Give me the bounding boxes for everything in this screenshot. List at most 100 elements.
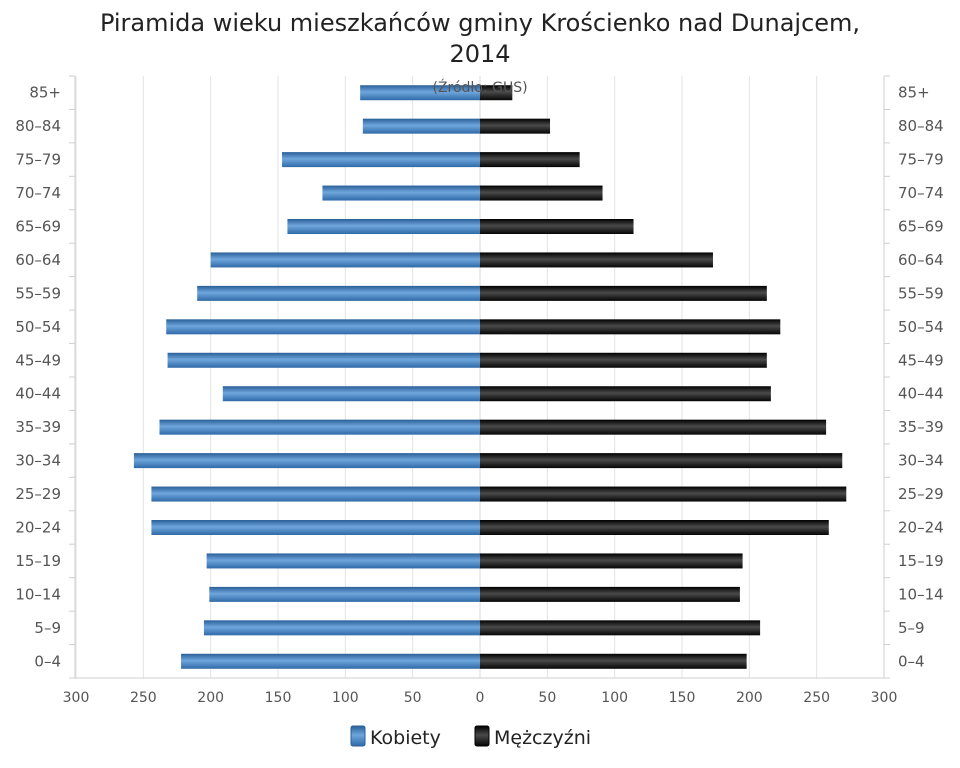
category-label-left: 45–49: [15, 351, 61, 369]
category-label-right: 10–14: [898, 585, 944, 603]
bar-kobiety: [322, 185, 480, 201]
x-tick-label: 250: [803, 690, 830, 706]
category-label-right: 80–84: [898, 117, 944, 135]
bar-kobiety: [206, 553, 481, 569]
category-label-left: 30–34: [15, 452, 61, 470]
category-label-right: 60–64: [898, 251, 944, 269]
category-label-right: 35–39: [898, 418, 944, 436]
bar-kobiety: [151, 520, 480, 535]
chart-subtitle: (Źródło: GUS): [432, 78, 527, 96]
category-label-right: 70–74: [898, 184, 944, 202]
x-tick-label: 150: [669, 690, 696, 706]
x-axis-tick-labels: 300 250 200 150 100 50 0 50 100 150 200 250 300: [63, 690, 898, 706]
bar-mezczyzni: [480, 520, 829, 535]
category-label-right: 45–49: [898, 351, 944, 369]
x-tick-label: 300: [63, 690, 90, 706]
category-label-left: 50–54: [15, 318, 61, 336]
bar-kobiety: [210, 252, 480, 268]
bar-kobiety: [287, 219, 480, 234]
bar-mezczyzni: [480, 118, 551, 134]
category-label-left: 35–39: [15, 418, 61, 436]
bar-kobiety: [360, 85, 480, 101]
legend-label-mezczyzni: Mężczyźni: [494, 727, 591, 749]
category-label-right: 55–59: [898, 284, 944, 302]
bar-mezczyzni: [480, 152, 580, 168]
category-label-right: 30–34: [898, 452, 944, 470]
category-label-left: 70–74: [15, 184, 61, 202]
bar-mezczyzni: [480, 352, 767, 368]
category-label-left: 20–24: [15, 519, 61, 537]
category-label-right: 5–9: [898, 619, 925, 637]
bar-mezczyzni: [480, 486, 847, 502]
category-label-left: 75–79: [15, 151, 61, 169]
x-tick-label: 300: [871, 690, 898, 706]
category-label-right: 85+: [898, 84, 930, 102]
bar-kobiety: [151, 486, 480, 502]
category-label-left: 15–19: [15, 552, 61, 570]
x-tick-label: 200: [197, 690, 224, 706]
category-label-left: 60–64: [15, 251, 61, 269]
bar-kobiety: [197, 285, 480, 301]
category-label-left: 40–44: [15, 385, 61, 403]
bar-mezczyzni: [480, 285, 767, 301]
category-label-right: 15–19: [898, 552, 944, 570]
chart-title-line-2: 2014: [449, 40, 510, 68]
category-label-left: 5–9: [34, 619, 61, 637]
bar-mezczyzni: [480, 219, 634, 234]
x-tick-label: 50: [538, 690, 556, 706]
x-tick-label: 100: [332, 690, 359, 706]
bar-kobiety: [133, 453, 480, 469]
category-label-right: 20–24: [898, 519, 944, 537]
bar-mezczyzni: [480, 620, 761, 636]
bar-kobiety: [166, 319, 480, 335]
bar-mezczyzni: [480, 85, 513, 101]
axes: [69, 75, 890, 679]
bar-mezczyzni: [480, 185, 603, 201]
bar-kobiety: [209, 586, 480, 602]
x-tick-label: 100: [601, 690, 628, 706]
bar-mezczyzni: [480, 586, 740, 602]
bar-mezczyzni: [480, 319, 781, 335]
x-tick-label: 150: [265, 690, 292, 706]
legend-item-kobiety[interactable]: Kobiety: [350, 725, 441, 749]
category-labels: 85+ 85+ 80–84 80–84 75–79 75–79 70–74 70–74 65–6…: [15, 84, 943, 671]
category-label-right: 75–79: [898, 151, 944, 169]
bar-mezczyzni: [480, 252, 713, 268]
bar-kobiety: [181, 653, 481, 669]
legend: Kobiety Mężczyźni: [350, 725, 591, 749]
category-label-left: 10–14: [15, 585, 61, 603]
category-label-left: 80–84: [15, 117, 61, 135]
bar-mezczyzni: [480, 419, 827, 435]
bar-kobiety: [167, 352, 480, 368]
bar-mezczyzni: [480, 453, 843, 469]
bar-mezczyzni: [480, 386, 771, 402]
x-tick-label: 50: [404, 690, 422, 706]
category-label-left: 55–59: [15, 284, 61, 302]
legend-swatch-mezczyzni: [474, 725, 490, 747]
category-label-left: 0–4: [34, 652, 61, 670]
category-label-right: 50–54: [898, 318, 944, 336]
category-label-left: 25–29: [15, 485, 61, 503]
category-label-right: 0–4: [898, 652, 925, 670]
bar-mezczyzni: [480, 653, 747, 669]
legend-swatch-kobiety: [350, 725, 366, 747]
bar-kobiety: [362, 118, 480, 134]
bar-kobiety: [282, 152, 480, 168]
bars: [133, 85, 847, 669]
bar-kobiety: [222, 386, 480, 402]
category-label-right: 25–29: [898, 485, 944, 503]
category-label-right: 65–69: [898, 218, 944, 236]
legend-item-mezczyzni[interactable]: Mężczyźni: [474, 725, 591, 749]
legend-label-kobiety: Kobiety: [370, 727, 441, 749]
bar-kobiety: [159, 419, 480, 435]
category-label-right: 40–44: [898, 385, 944, 403]
x-tick-label: 200: [736, 690, 763, 706]
bar-mezczyzni: [480, 553, 743, 569]
x-tick-label: 250: [130, 690, 157, 706]
bar-kobiety: [203, 620, 480, 636]
category-label-left: 85+: [29, 84, 61, 102]
x-tick-label: 0: [476, 690, 485, 706]
category-label-left: 65–69: [15, 218, 61, 236]
chart-title-line-1: Piramida wieku mieszkańców gminy Kroście…: [100, 9, 860, 37]
